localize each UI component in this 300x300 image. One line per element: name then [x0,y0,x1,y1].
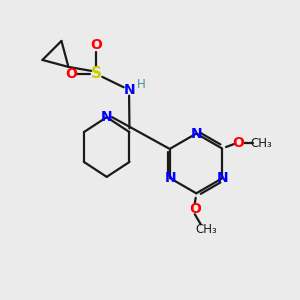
Text: CH₃: CH₃ [250,136,272,150]
Text: O: O [189,202,201,216]
Text: N: N [101,110,112,124]
Text: N: N [123,83,135,97]
Text: CH₃: CH₃ [195,223,217,236]
Text: H: H [137,78,146,92]
Text: O: O [65,67,77,81]
Text: O: O [232,136,244,150]
Text: S: S [91,66,102,81]
Text: N: N [216,171,228,185]
Text: N: N [165,171,176,185]
Text: N: N [190,127,202,141]
Text: O: O [90,38,102,52]
